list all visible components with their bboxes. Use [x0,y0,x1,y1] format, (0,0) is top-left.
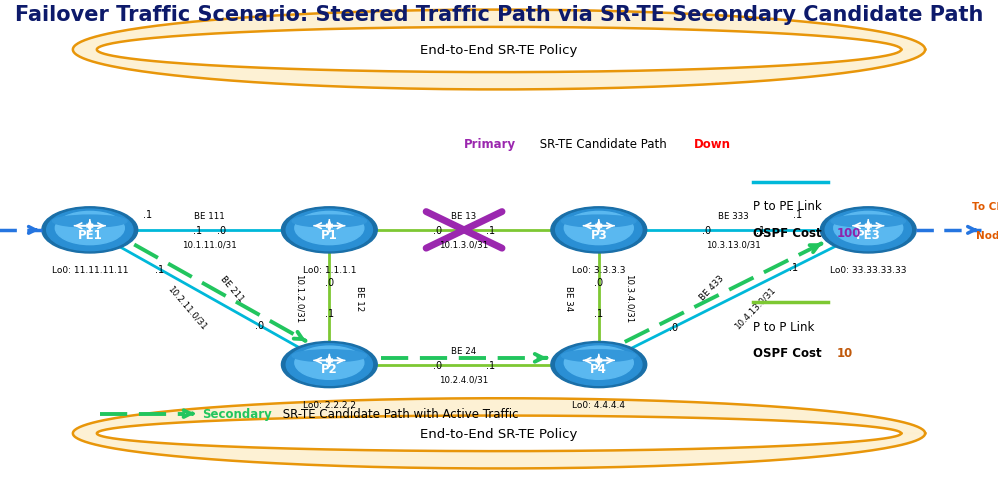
Ellipse shape [53,216,127,228]
Ellipse shape [562,350,636,362]
Text: BE 433: BE 433 [698,274,726,302]
Text: P2: P2 [321,362,337,375]
Ellipse shape [292,350,366,362]
Text: 100: 100 [836,226,860,240]
Text: Primary: Primary [464,137,516,151]
Circle shape [42,207,138,253]
Text: .0: .0 [702,226,712,235]
Text: Lo0: 3.3.3.3: Lo0: 3.3.3.3 [572,265,626,275]
Text: SR-TE Candidate Path with Active Traffic: SR-TE Candidate Path with Active Traffic [279,407,519,420]
Text: P to PE Link: P to PE Link [753,200,822,213]
Text: BE 333: BE 333 [719,212,748,220]
Circle shape [564,212,634,245]
Circle shape [294,347,364,380]
Circle shape [281,207,377,253]
Circle shape [286,344,372,385]
Text: .0: .0 [324,277,334,287]
Circle shape [281,342,377,388]
Text: .1: .1 [793,210,802,220]
Text: BE 34: BE 34 [564,285,574,310]
Text: 10.1.2.0/31: 10.1.2.0/31 [294,273,304,322]
Text: 10.1.11.0/31: 10.1.11.0/31 [183,240,237,249]
Ellipse shape [292,216,366,228]
Circle shape [820,207,916,253]
Circle shape [556,344,642,385]
Text: 10.1.3.0/31: 10.1.3.0/31 [439,240,489,249]
Ellipse shape [831,216,905,228]
Text: .0: .0 [669,323,679,333]
Text: Lo0: 11.11.11.11: Lo0: 11.11.11.11 [52,265,128,275]
Text: Secondary: Secondary [203,407,272,420]
Text: .1: .1 [324,308,334,318]
Text: To CE2: To CE2 [972,201,998,211]
Text: P to P Link: P to P Link [753,320,814,333]
Text: 10.2.4.0/31: 10.2.4.0/31 [439,375,489,384]
Text: 10.3.4.0/31: 10.3.4.0/31 [624,273,634,322]
Text: .1: .1 [156,265,165,275]
Circle shape [825,210,911,251]
Text: Node: Node [976,230,998,240]
Text: PE1: PE1 [78,228,102,241]
Text: Lo0: 33.33.33.33: Lo0: 33.33.33.33 [830,265,906,275]
Text: BE 211: BE 211 [219,274,246,303]
Text: Failover Traffic Scenario: Steered Traffic Path via SR-TE Secondary Candidate Pa: Failover Traffic Scenario: Steered Traff… [15,5,983,25]
Text: .1: .1 [594,308,604,318]
Ellipse shape [562,216,636,228]
Circle shape [551,342,647,388]
Text: .0: .0 [254,321,263,330]
Circle shape [286,210,372,251]
Circle shape [55,212,125,245]
Text: .1: .1 [193,226,203,235]
Polygon shape [73,11,925,90]
Text: .1: .1 [486,360,496,370]
Circle shape [551,207,647,253]
Text: .1: .1 [486,226,496,235]
Text: .0: .0 [432,226,442,235]
Text: 10.2.11.0/31: 10.2.11.0/31 [166,283,208,331]
Text: BE 13: BE 13 [451,212,477,220]
Text: Lo0: 1.1.1.1: Lo0: 1.1.1.1 [302,265,356,275]
Text: .0: .0 [432,360,442,370]
Text: SR-TE Candidate Path: SR-TE Candidate Path [536,137,671,151]
Text: BE 24: BE 24 [451,346,477,355]
Text: 10: 10 [836,346,852,360]
Text: .1: .1 [788,263,798,273]
Text: PE3: PE3 [856,228,880,241]
Text: .0: .0 [594,277,604,287]
Circle shape [294,212,364,245]
Text: .0: .0 [217,226,227,235]
Text: OSPF Cost: OSPF Cost [753,346,826,360]
Circle shape [47,210,133,251]
Text: 10.3.13.0/31: 10.3.13.0/31 [707,240,760,249]
Text: Lo0: 4.4.4.4: Lo0: 4.4.4.4 [572,400,626,409]
Circle shape [833,212,903,245]
Text: 10.4.13.0/31: 10.4.13.0/31 [733,285,777,330]
Circle shape [564,347,634,380]
Text: End-to-End SR-TE Policy: End-to-End SR-TE Policy [420,44,578,57]
Text: P4: P4 [591,362,607,375]
Text: BE 12: BE 12 [354,285,364,310]
Circle shape [556,210,642,251]
Text: .1: .1 [755,226,765,235]
Text: End-to-End SR-TE Policy: End-to-End SR-TE Policy [420,427,578,440]
Text: .1: .1 [143,210,152,220]
Text: Down: Down [694,137,731,151]
Text: BE 111: BE 111 [195,212,225,220]
Polygon shape [73,398,925,468]
Text: Lo0: 2.2.2.2: Lo0: 2.2.2.2 [302,400,356,409]
Text: OSPF Cost: OSPF Cost [753,226,826,240]
Text: P1: P1 [321,228,337,241]
Text: P3: P3 [591,228,607,241]
